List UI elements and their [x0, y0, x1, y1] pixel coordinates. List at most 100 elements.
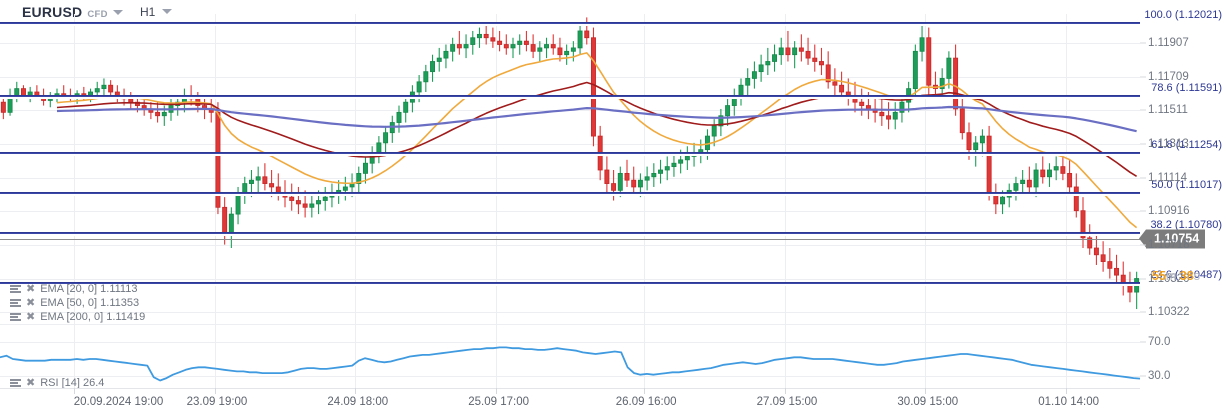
fib-level-label: 50.0 (1.11017)	[1151, 179, 1222, 192]
bar-countdown-timer: 55m 38s	[1152, 269, 1200, 283]
indicator-label: EMA [20, 0] 1.11113	[40, 283, 138, 295]
rsi-tick-dash	[1140, 341, 1146, 343]
time-tick-mark	[785, 388, 786, 394]
price-tick-label: 1.11511	[1148, 104, 1188, 117]
price-pane[interactable]	[0, 14, 1140, 326]
legend-ema-500[interactable]: ✖ EMA [50, 0] 1.11353	[10, 297, 139, 309]
time-gridline	[1066, 14, 1067, 388]
time-axis: 20.09.2024 19:00 23.09 19:00 24.09 18:00 25…	[0, 388, 1140, 419]
fib-band-inner	[0, 154, 1140, 157]
rsi-line	[0, 346, 1140, 382]
time-tick-label: 20.09.2024 19:00	[73, 396, 164, 408]
fib-level-label: 23.6 (1.10487)	[1150, 269, 1222, 282]
price-tick-label: 1.10322	[1148, 306, 1190, 319]
indicator-label: EMA [200, 0] 1.11419	[40, 311, 146, 323]
rsi-tick-dash	[1140, 375, 1146, 377]
chevron-down-icon[interactable]	[162, 9, 173, 14]
ema-50-line	[56, 81, 1138, 177]
chart-header: EURUSD CFD H1	[0, 0, 1226, 26]
legend-ema-200[interactable]: ✖ EMA [20, 0] 1.11113	[10, 283, 137, 295]
price-tick-label: 1.11907	[1148, 37, 1189, 50]
price-tick-label: 1.11313	[1148, 138, 1189, 151]
fib-level-label: 78.6 (1.11591)	[1151, 81, 1222, 94]
price-gridline	[0, 177, 1140, 179]
price-tick-dash	[1140, 109, 1146, 111]
indicator-settings-icon[interactable]	[10, 312, 21, 322]
time-gridline	[496, 14, 497, 388]
fib-level-100-0[interactable]	[0, 22, 1140, 26]
fib-level-label: 38.2 (1.10780)	[1150, 219, 1222, 232]
indicator-settings-icon[interactable]	[10, 284, 21, 294]
rsi-plot	[0, 346, 1140, 382]
price-gridline	[0, 76, 1140, 78]
time-gridline	[925, 14, 926, 388]
time-tick-label: 01.10 14:00	[1038, 396, 1099, 408]
timeframe-selector[interactable]: H1	[140, 5, 173, 19]
candlestick-plot	[0, 17, 1140, 310]
fib-level-50-0[interactable]	[0, 192, 1140, 197]
symbol-name: EURUSD	[22, 4, 83, 20]
time-tick-label: 30.09 15:00	[897, 396, 959, 408]
chevron-down-icon[interactable]	[112, 10, 123, 15]
indicator-settings-icon[interactable]	[10, 378, 21, 388]
legend-ema-2000[interactable]: ✖ EMA [200, 0] 1.11419	[10, 311, 145, 323]
ema-20-line	[56, 52, 1138, 229]
fib-level-label: 61.8 (1.11254)	[1151, 139, 1222, 152]
time-tick-label: 26.09 16:00	[615, 396, 677, 408]
fib-level-78-6[interactable]	[0, 94, 1140, 99]
countdown-seconds: 38	[1179, 269, 1194, 284]
countdown-minutes-unit: m	[1165, 269, 1180, 284]
price-tick-dash	[1140, 177, 1146, 179]
time-gridline	[74, 14, 75, 388]
price-tick-label: 1.10718	[1148, 238, 1190, 251]
close-icon[interactable]: ✖	[26, 310, 36, 323]
time-tick-mark	[215, 388, 216, 394]
price-tick-dash	[1140, 278, 1146, 280]
price-gridline	[0, 144, 1140, 146]
close-icon[interactable]: ✖	[26, 376, 36, 389]
price-axis[interactable]: 1.11907 1.11709 1.11511 1.11313 1.11114 1.109…	[1140, 0, 1226, 419]
close-icon[interactable]: ✖	[26, 282, 36, 295]
price-gridline	[0, 211, 1140, 213]
indicator-label: EMA [50, 0] 1.11353	[40, 297, 140, 309]
price-tick-dash	[1140, 143, 1146, 145]
current-price-line	[0, 238, 1140, 240]
timeframe-label: H1	[140, 5, 156, 19]
price-gridline	[0, 278, 1140, 280]
rsi-pane-divider	[0, 324, 1140, 325]
countdown-seconds-unit: s	[1193, 269, 1200, 284]
indicator-label: RSI [14] 26.4	[40, 377, 105, 389]
price-tick-dash	[1140, 244, 1146, 246]
price-tick-dash	[1140, 42, 1146, 44]
fib-band-inner	[0, 194, 1140, 197]
price-tick-label: 1.11114	[1148, 171, 1188, 184]
fib-level-61-8[interactable]	[0, 152, 1140, 157]
price-tick-dash	[1140, 210, 1146, 212]
fib-level-label: 100.0 (1.12021)	[1144, 9, 1222, 21]
fib-band-inner	[0, 24, 1140, 26]
close-icon[interactable]: ✖	[26, 296, 36, 309]
rsi-tick-label: 70.0	[1148, 336, 1171, 349]
price-gridline	[0, 312, 1140, 314]
time-gridline	[644, 14, 645, 388]
symbol-selector[interactable]: EURUSD CFD	[22, 4, 123, 20]
rsi-tick-label: 30.0	[1148, 369, 1171, 382]
legend-rsi[interactable]: ✖ RSI [14] 26.4	[10, 377, 104, 389]
fib-level-38-2[interactable]	[0, 232, 1140, 237]
time-tick-mark	[644, 388, 645, 394]
time-tick-label: 24.09 18:00	[327, 396, 389, 408]
fib-band-inner	[0, 234, 1140, 237]
price-tick-label: 1.10520	[1148, 272, 1190, 285]
rsi-pane[interactable]	[0, 330, 1140, 388]
rsi-band-gridline	[0, 375, 1140, 377]
price-tick-dash	[1140, 311, 1146, 313]
price-gridline	[0, 43, 1140, 45]
rsi-band-gridline	[0, 342, 1140, 344]
indicator-settings-icon[interactable]	[10, 298, 21, 308]
price-gridline	[0, 244, 1140, 246]
current-price-badge: 1.10754	[1138, 229, 1206, 249]
time-tick-label: 25.09 17:00	[468, 396, 529, 408]
price-tick-label: 1.10916	[1148, 205, 1190, 218]
fib-level-23-6[interactable]	[0, 282, 1140, 287]
